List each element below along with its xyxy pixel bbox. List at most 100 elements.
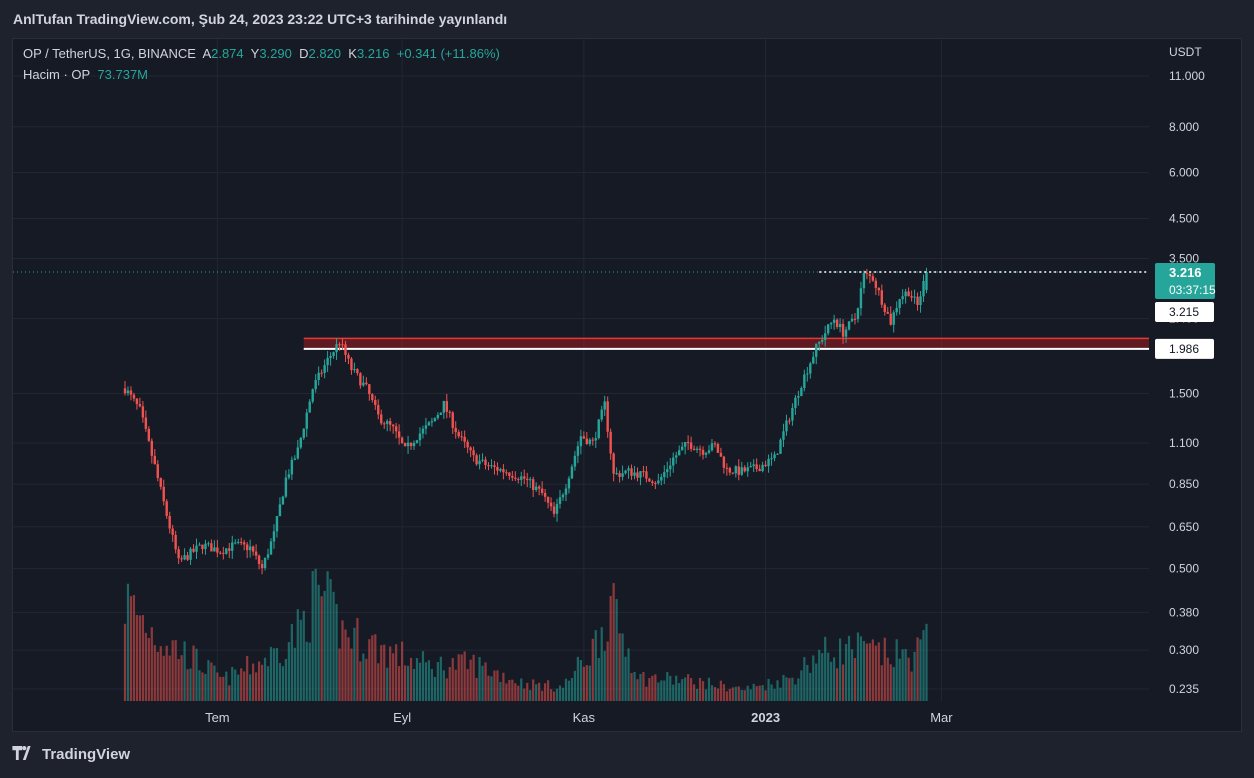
candle-body [162,486,165,502]
volume-bar [675,675,678,701]
tradingview-brand[interactable]: TradingView [12,746,130,763]
candle-body [797,396,800,398]
volume-bar [198,670,201,701]
volume-bar [859,636,863,701]
candle-body [511,475,514,478]
volume-bar [541,690,544,701]
volume-bar [466,669,469,701]
candle-body [791,407,794,421]
price-chart[interactable]: USDT11.0008.0006.0004.5003.5002.4001.500… [13,39,1243,733]
candle-body [192,548,195,552]
candle-body [600,409,603,420]
candle-body [374,399,377,406]
volume-label[interactable]: Hacim · OP [23,67,91,82]
volume-bar [162,655,165,701]
candle-body [132,394,136,399]
candle-body [719,452,723,457]
candle-body [254,551,258,556]
volume-bar [818,649,821,701]
volume-bar [871,639,874,701]
volume-bar [609,595,612,701]
candle-body [201,544,204,550]
candle-body [603,401,606,410]
candle-body [686,441,690,443]
candle-body [779,439,782,454]
volume-bar [374,634,377,701]
symbol-name[interactable]: OP / TetherUS, 1G, BINANCE [23,46,196,61]
candle-body [835,319,839,328]
candle-body [469,447,472,451]
candle-body [165,501,168,516]
y-tick-label: 0.380 [1169,605,1199,619]
candle-body [421,428,425,434]
candle-body [359,373,362,386]
candle-body [266,554,270,558]
candle-body [832,319,836,323]
volume-bar [523,688,526,701]
volume-bar [904,648,907,701]
candle-body [677,450,681,456]
candle-body [731,472,735,474]
candle-body [397,431,401,438]
volume-bar [627,648,630,701]
volume-bar [567,680,571,701]
candle-body [377,405,380,415]
volume-bar [421,651,425,701]
candle-body [433,418,437,422]
candle-body [523,476,526,479]
candle-body [922,281,925,297]
volume-bar [317,584,320,701]
volume-bar [165,645,168,701]
candle-body [219,552,222,554]
volume-bar [254,672,258,701]
volume-bar [496,670,499,701]
candle-body [570,466,574,479]
x-tick-label: Tem [205,710,230,725]
candle-body [439,412,443,415]
volume-bar [308,642,311,701]
candle-body [537,486,541,489]
candle-body [657,480,660,484]
candle-body [829,322,833,325]
candle-body [886,311,889,314]
candle-body [844,329,848,337]
close-label: K [348,46,357,61]
volume-bar [147,638,150,701]
y-tick-label: 0.500 [1169,562,1199,576]
volume-bar [171,640,174,701]
candle-body [490,465,493,467]
volume-bar [907,657,910,701]
candle-body [630,468,633,476]
volume-bar [213,665,216,701]
volume-bar [913,651,916,701]
candle-body [549,502,553,507]
candle-body [147,428,151,441]
volume-bar [719,680,723,701]
volume-bar [782,674,785,701]
candle-body [654,483,657,485]
volume-bar [809,672,812,701]
volume-bar [177,659,180,701]
volume-value: 73.737M [97,67,148,82]
volume-bar [883,637,886,701]
volume-bar [430,669,433,701]
volume-bar [216,672,219,701]
volume-bar [269,646,273,701]
chart-panel[interactable]: USDT11.0008.0006.0004.5003.5002.4001.500… [12,38,1242,732]
candle-body [734,466,738,474]
volume-bar [460,654,463,701]
price-tag-lower [1155,338,1214,359]
volume-bar [511,679,514,701]
volume-bar [621,633,624,701]
volume-bar [398,666,401,701]
candle-body [502,469,505,473]
volume-bar [886,657,889,701]
tradingview-logo-icon [12,746,31,760]
volume-bar [910,671,913,701]
volume-bar [409,657,413,701]
candle-body [865,273,869,275]
candle-body [475,455,478,465]
volume-bar [549,689,553,701]
candle-body [648,478,651,482]
candle-body [806,373,809,375]
